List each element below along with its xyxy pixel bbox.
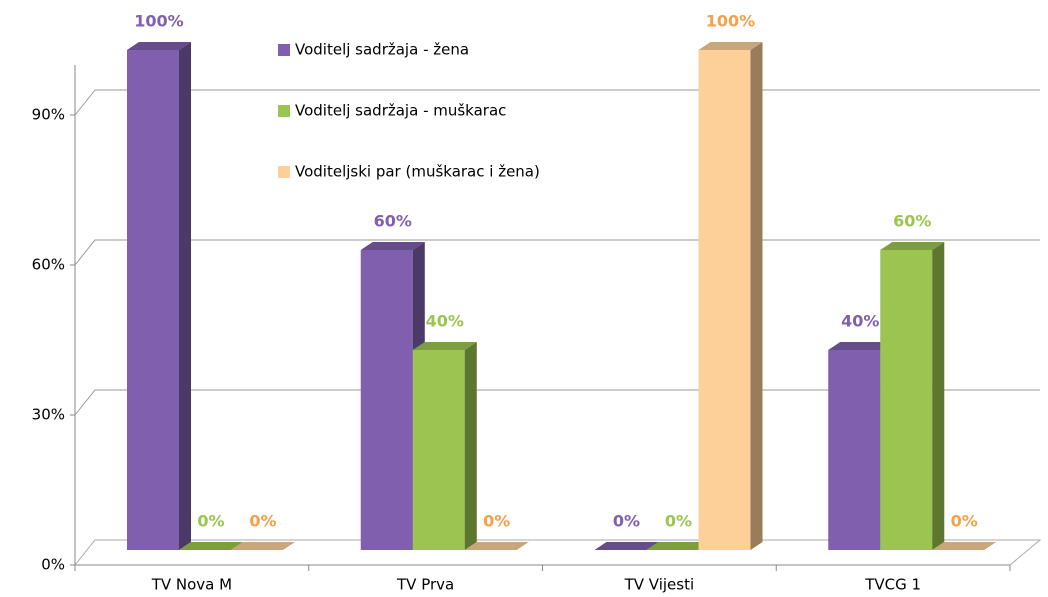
x-tick-label: TV Nova M [151,576,232,594]
value-label: 0% [951,512,978,531]
bar-front [698,50,751,550]
bar-top-shade [698,42,763,50]
bar-top [231,542,295,550]
bar-front [880,250,933,550]
bar-top-shade [828,342,893,350]
bar-top [880,242,945,250]
bar [179,542,243,550]
x-tick-label: TV Prva [396,576,454,594]
bar [231,542,295,550]
bar-top-shade [464,542,529,550]
bar-front [412,350,465,550]
legend-label: Voditeljski par (muškarac i žena) [295,163,540,181]
x-tick-label: TVCG 1 [864,576,921,594]
bar [932,542,997,550]
bar-front [360,250,413,550]
bar [594,542,659,550]
bar [880,242,945,550]
value-label: 100% [706,12,755,31]
value-label: 0% [483,512,510,531]
value-label: 0% [613,512,640,531]
bar-top [464,542,529,550]
bar-front [828,350,881,550]
bar-side [932,242,945,550]
bar-top [179,542,243,550]
y-tick-label: 30% [32,406,65,424]
value-label: 40% [841,312,879,331]
bar-side-shade [179,42,191,550]
bar-front [127,50,179,550]
legend-label: Voditelj sadržaja - žena [295,41,469,59]
bar [698,42,763,550]
bar-top [594,542,659,550]
bar-top-shade [646,542,711,550]
bar [127,42,191,550]
value-label: 100% [134,12,183,31]
bar-top [828,342,893,350]
bar-side [464,342,477,550]
bar-top [646,542,711,550]
grid-line [74,89,1040,116]
floor [74,539,1042,566]
legend-swatch [278,44,290,56]
bar-side-shade [932,242,945,550]
bar-top-shade [932,542,997,550]
y-tick-label: 90% [32,106,65,124]
bar [646,542,711,550]
bar [464,542,529,550]
bar-top [412,342,477,350]
x-tick-label: TV Vijesti [624,576,695,594]
value-label: 0% [665,512,692,531]
bar-top-shade [880,242,945,250]
bar-top [932,542,997,550]
bar-side-shade [750,42,763,550]
bar-top-shade [412,342,477,350]
legend-swatch [278,166,290,178]
y-tick-label: 0% [41,556,65,574]
bar-side [179,42,191,550]
value-label: 60% [893,212,931,231]
bar-top-shade [231,542,295,550]
value-label: 0% [249,512,276,531]
y-tick-label: 60% [32,256,65,274]
bar [412,342,477,550]
bar-top [360,242,425,250]
bar-top [698,42,763,50]
bar-top-shade [360,242,425,250]
value-label: 0% [197,512,224,531]
bar-top [127,42,191,50]
bar-side [750,42,763,550]
legend-swatch [278,105,290,117]
bar-top-shade [179,542,243,550]
bar-top-shade [127,42,191,50]
value-label: 40% [426,312,464,331]
bar-top-shade [594,542,659,550]
legend-label: Voditelj sadržaja - muškarac [295,102,506,120]
bar-side-shade [464,342,477,550]
value-label: 60% [374,212,412,231]
